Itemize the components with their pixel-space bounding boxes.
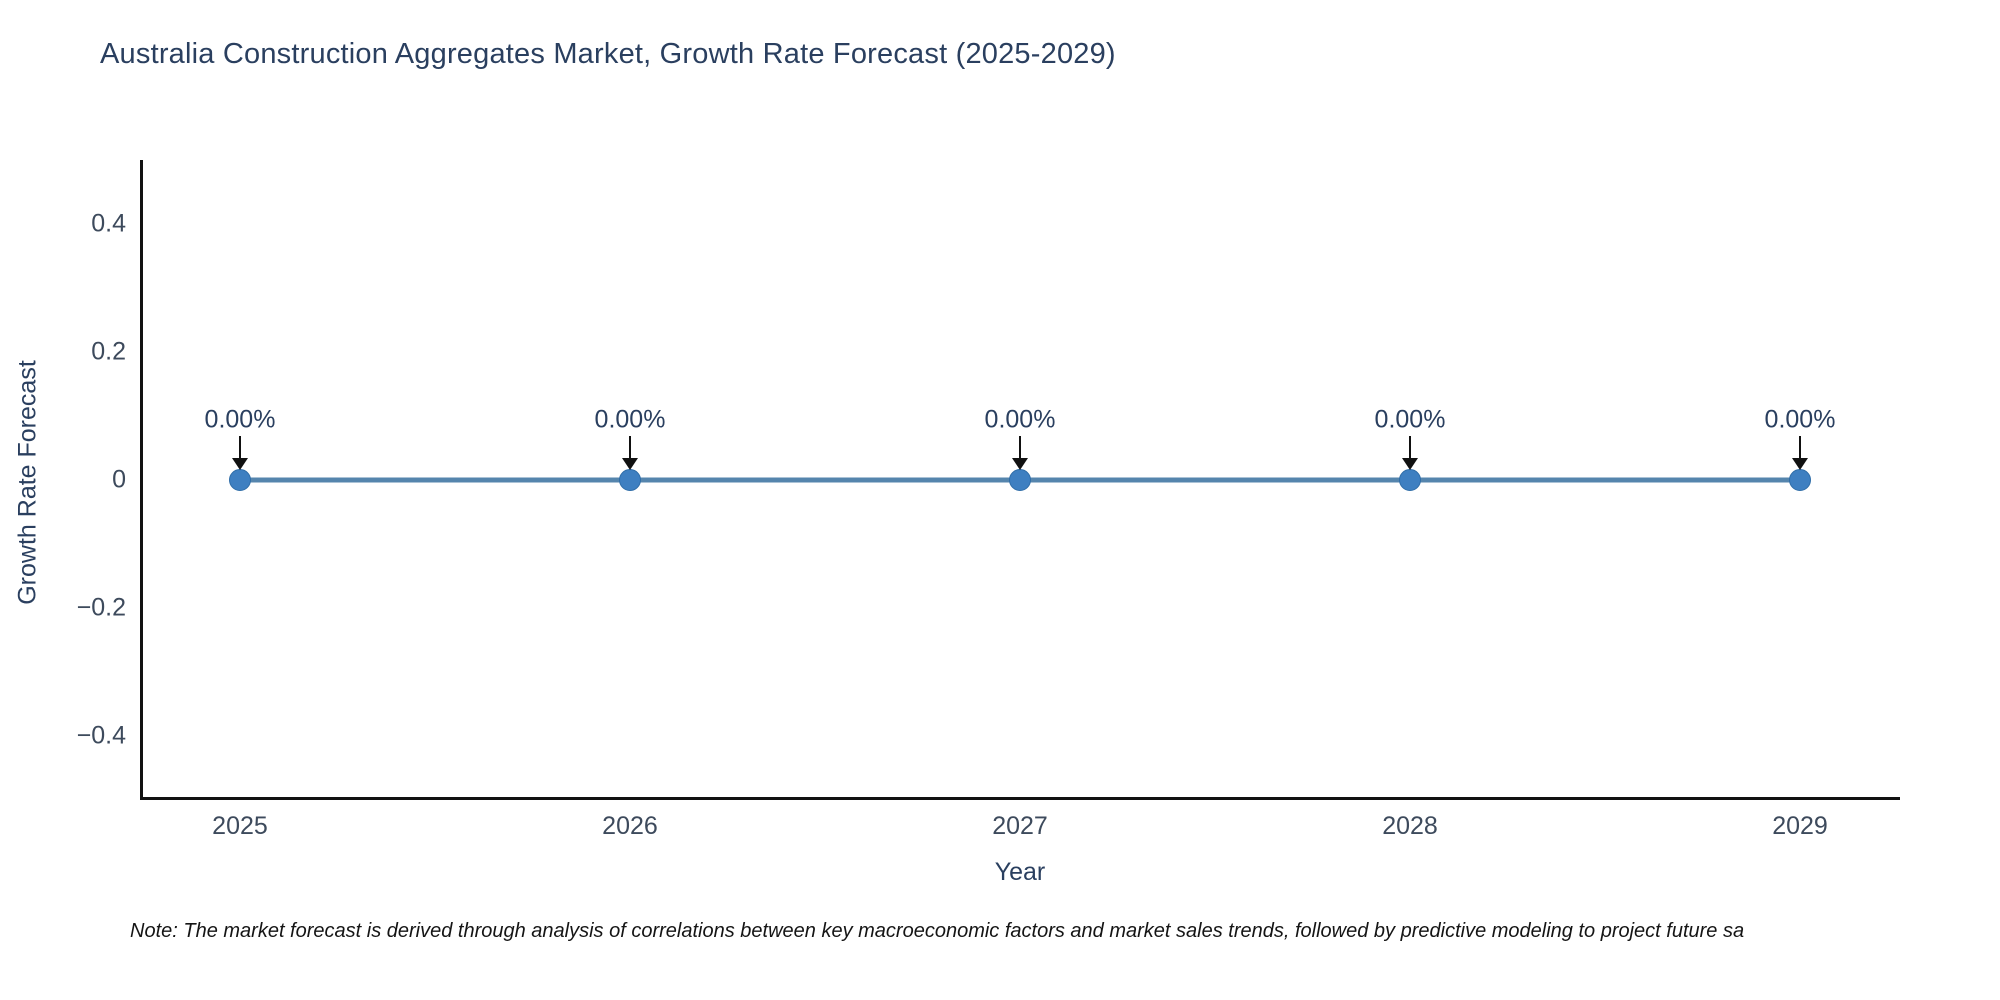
point-value-label: 0.00% <box>1764 405 1836 434</box>
annotation-arrow-head <box>1792 458 1808 470</box>
x-tick-label: 2027 <box>992 812 1048 840</box>
point-value-label: 0.00% <box>594 405 666 434</box>
data-point-marker <box>228 469 251 491</box>
point-value-label: 0.00% <box>1374 405 1446 434</box>
annotation-arrow-head <box>621 458 638 470</box>
point-value-label: 0.00% <box>984 405 1056 434</box>
x-axis-title: Year <box>994 858 1046 886</box>
x-tick-label: 2026 <box>602 812 658 840</box>
data-point-marker <box>1789 469 1811 491</box>
data-point-marker <box>1399 469 1421 491</box>
chart-title: Australia Construction Aggregates Market… <box>100 38 1116 70</box>
x-tick-label: 2025 <box>212 812 268 840</box>
annotation-arrow-head <box>231 458 248 470</box>
footnote: Note: The market forecast is derived thr… <box>130 920 1745 942</box>
y-tick-label: −0.4 <box>76 721 126 750</box>
plot-area <box>140 160 1900 800</box>
y-tick-label: 0 <box>112 465 126 494</box>
y-tick-label: 0.4 <box>91 209 126 238</box>
annotation-arrow-stem <box>1409 436 1411 459</box>
annotation-arrow-stem <box>238 436 241 459</box>
data-point-marker <box>618 469 641 491</box>
point-value-label: 0.00% <box>204 405 276 434</box>
data-point-marker <box>1009 469 1031 491</box>
x-tick-label: 2028 <box>1382 812 1438 840</box>
annotation-arrow-stem <box>628 436 631 459</box>
y-tick-label: 0.2 <box>91 337 126 366</box>
annotation-arrow-stem <box>1019 436 1021 459</box>
x-tick-label: 2029 <box>1772 812 1828 840</box>
annotation-arrow-head <box>1012 458 1028 470</box>
annotation-arrow-stem <box>1799 436 1801 459</box>
annotation-arrow-head <box>1402 458 1418 470</box>
y-tick-label: −0.2 <box>76 593 126 622</box>
